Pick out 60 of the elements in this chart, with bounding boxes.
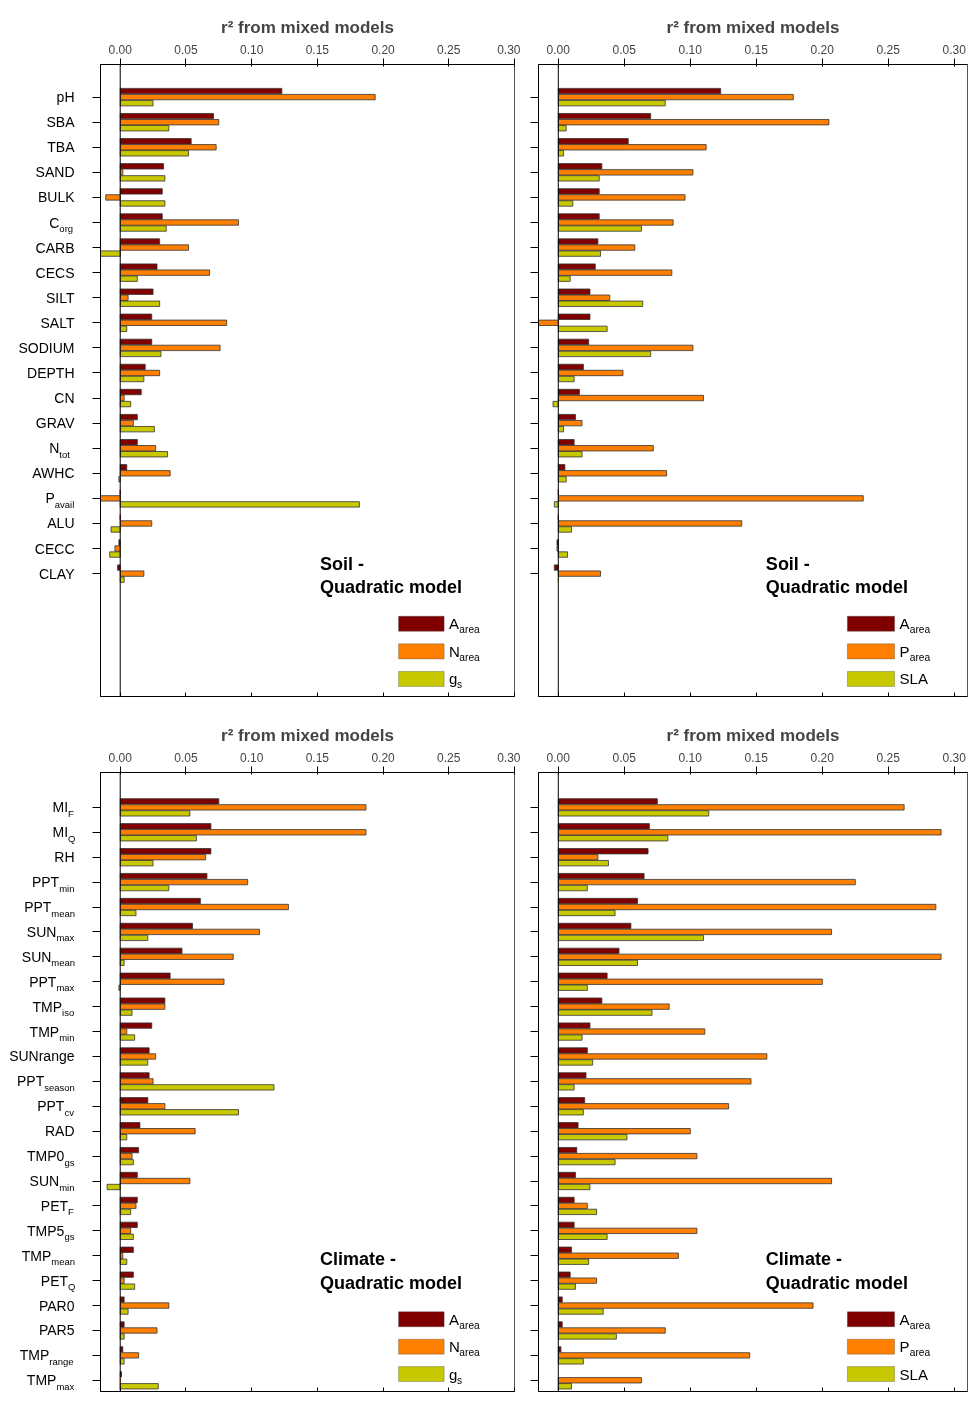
x-tick-label: 0.05: [174, 42, 198, 57]
y-tick-label: RH: [54, 849, 75, 866]
y-tick-label: SBA: [46, 114, 76, 131]
y-tick-label: SALT: [40, 314, 75, 331]
annotation: Soil - Quadratic model: [765, 553, 908, 598]
chart-title: r² from mixed models: [666, 17, 840, 37]
y-tick-label: PAR0: [38, 1297, 75, 1314]
y-tick-label: pH: [56, 89, 75, 106]
x-tick-label: 0.00: [546, 750, 571, 765]
chart-title: r² from mixed models: [221, 17, 394, 37]
legend-label: SLA: [899, 670, 928, 688]
y-tick-label: BULK: [37, 189, 76, 206]
y-tick-label: SODIUM: [18, 339, 75, 356]
x-tick-label: 0.30: [942, 750, 967, 765]
y-tick-label: CECC: [34, 540, 75, 557]
x-tick-label: 0.10: [239, 750, 264, 765]
y-tick-label: SUNrange: [9, 1048, 75, 1065]
x-tick-label: 0.30: [497, 42, 521, 57]
x-tick-label: 0.15: [744, 42, 769, 57]
y-tick-label: CECS: [35, 264, 75, 281]
x-tick-label: 0.05: [612, 42, 637, 57]
annotation: Climate - Quadratic model: [765, 1249, 908, 1294]
y-tick-label: CARB: [35, 239, 75, 256]
annotation: Soil - Quadratic model: [319, 553, 462, 598]
x-tick-label: 0.10: [678, 750, 703, 765]
x-tick-label: 0.20: [810, 750, 835, 765]
y-tick-label: AWHC: [32, 465, 75, 482]
x-tick-label: 0.15: [305, 750, 330, 765]
y-tick-label: CN: [54, 390, 75, 407]
x-tick-label: 0.20: [371, 750, 396, 765]
x-tick-label: 0.15: [305, 42, 330, 57]
y-tick-label: CLAY: [38, 565, 76, 582]
x-tick-label: 0.15: [744, 750, 769, 765]
x-tick-label: 0.30: [497, 750, 521, 765]
x-tick-label: 0.25: [876, 750, 901, 765]
legend-label: SLA: [899, 1365, 928, 1383]
x-tick-label: 0.05: [174, 750, 198, 765]
annotation: Climate - Quadratic model: [319, 1249, 462, 1294]
y-tick-label: SAND: [35, 164, 75, 181]
x-tick-label: 0.00: [108, 750, 133, 765]
y-tick-label: TBA: [47, 139, 76, 156]
chart-title: r² from mixed models: [666, 725, 840, 745]
x-tick-label: 0.25: [437, 42, 461, 57]
y-tick-label: ALU: [47, 515, 75, 532]
x-tick-label: 0.20: [810, 42, 835, 57]
y-tick-label: RAD: [44, 1123, 75, 1140]
y-tick-label: PAR5: [38, 1322, 75, 1339]
x-tick-label: 0.00: [546, 42, 571, 57]
x-tick-label: 0.25: [437, 750, 461, 765]
y-tick-label: GRAV: [35, 415, 76, 432]
x-tick-label: 0.30: [942, 42, 967, 57]
y-tick-label: DEPTH: [27, 364, 75, 381]
x-tick-label: 0.00: [108, 42, 133, 57]
y-tick-label: SILT: [45, 289, 75, 306]
x-tick-label: 0.10: [678, 42, 703, 57]
x-tick-label: 0.10: [239, 42, 264, 57]
chart-title: r² from mixed models: [221, 725, 394, 745]
x-tick-label: 0.25: [876, 42, 901, 57]
x-tick-label: 0.05: [612, 750, 637, 765]
x-tick-label: 0.20: [371, 42, 396, 57]
